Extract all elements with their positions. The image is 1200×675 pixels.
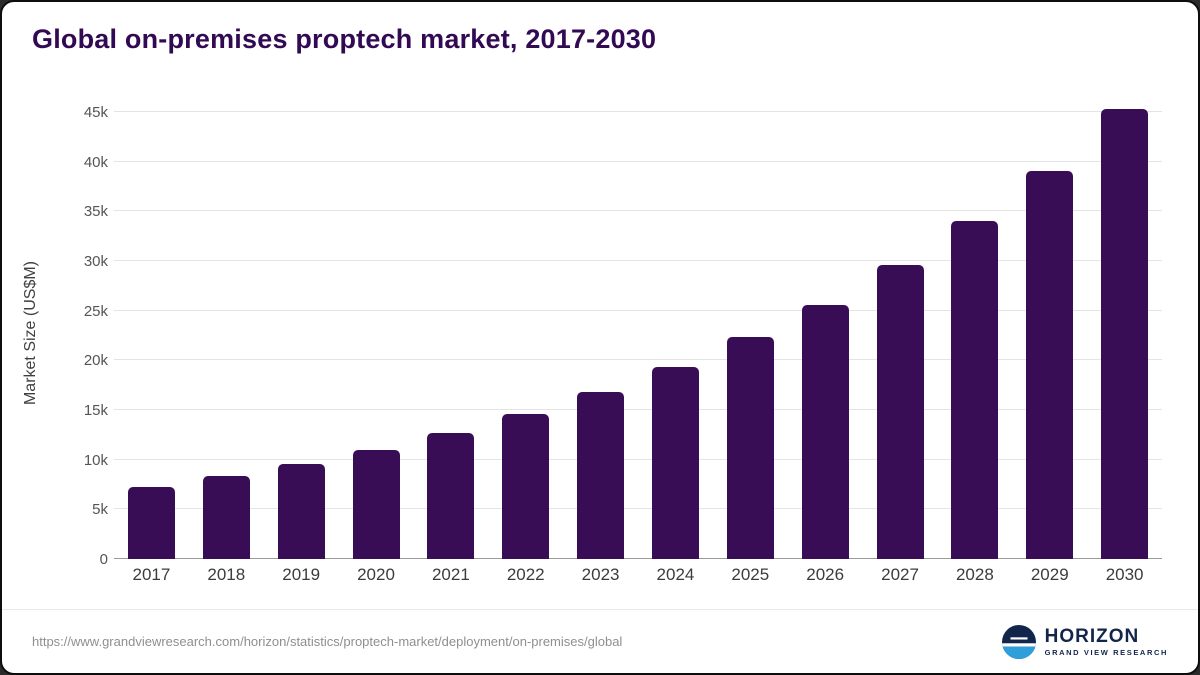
bar-slot-2026 bbox=[788, 102, 863, 559]
bar-slot-2019 bbox=[264, 102, 339, 559]
brand-subtitle: GRAND VIEW RESEARCH bbox=[1044, 647, 1168, 657]
gridline-45k bbox=[114, 110, 1162, 112]
bar-slot-2027 bbox=[863, 102, 938, 559]
bar-slot-2025 bbox=[713, 102, 788, 559]
bar-slot-2020 bbox=[339, 102, 414, 559]
bar-2026[interactable] bbox=[801, 304, 849, 559]
y-tick-label-25k: 25k bbox=[83, 302, 108, 320]
x-tick-label-2024: 2024 bbox=[656, 565, 695, 584]
bar-2018[interactable] bbox=[202, 475, 250, 559]
y-tick-label-5k: 5k bbox=[92, 501, 108, 519]
brand-text: HORIZON GRAND VIEW RESEARCH bbox=[1045, 627, 1168, 657]
gridline-0 bbox=[114, 558, 1162, 559]
bar-slot-2021 bbox=[413, 102, 488, 559]
x-tick-label-2023: 2023 bbox=[581, 565, 620, 584]
x-axis-labels: 2017 2018 2019 2020 2021 2022 2023 2024 2025 2026… bbox=[114, 565, 1162, 585]
y-axis-title: Market Size (US$M) bbox=[16, 107, 46, 559]
gridline-40k bbox=[114, 160, 1162, 162]
bar-slot-2030 bbox=[1087, 102, 1162, 559]
gridline-25k bbox=[114, 309, 1162, 311]
x-tick-label-2026: 2026 bbox=[806, 565, 845, 584]
y-tick-label-35k: 35k bbox=[83, 203, 108, 221]
gridline-20k bbox=[114, 359, 1162, 361]
bar-slot-2029 bbox=[1012, 102, 1087, 559]
gridline-10k bbox=[114, 458, 1162, 460]
bar-2028[interactable] bbox=[951, 221, 999, 559]
x-tick-label-2027: 2027 bbox=[881, 565, 919, 584]
bar-slot-2024 bbox=[638, 102, 713, 559]
bar-2023[interactable] bbox=[577, 392, 625, 559]
bar-2020[interactable] bbox=[352, 449, 400, 559]
x-tick-label-2020: 2020 bbox=[357, 565, 395, 584]
gridline-5k bbox=[114, 508, 1162, 510]
footer: https://www.grandviewresearch.com/horizo… bbox=[2, 609, 1198, 673]
bar-2027[interactable] bbox=[876, 264, 924, 559]
brand-name: HORIZON bbox=[1044, 625, 1140, 647]
bar-slot-2017 bbox=[114, 102, 189, 559]
bar-slot-2022 bbox=[488, 102, 563, 559]
horizon-logo-icon bbox=[1001, 624, 1036, 659]
x-tick-label-2028: 2028 bbox=[955, 565, 994, 584]
y-tick-label-30k: 30k bbox=[83, 252, 108, 270]
x-tick-label-2021: 2021 bbox=[431, 565, 470, 584]
bar-2025[interactable] bbox=[726, 337, 774, 559]
plot-area: 0 5k 10k 15k 20k 25k 30k 35k 40k 45k bbox=[84, 102, 1162, 568]
bar-slot-2023 bbox=[563, 102, 638, 559]
brand-logo: HORIZON GRAND VIEW RESEARCH bbox=[1001, 624, 1168, 659]
x-tick-label-2017: 2017 bbox=[132, 565, 171, 584]
x-tick-label-2019: 2019 bbox=[282, 565, 321, 584]
y-tick-label-40k: 40k bbox=[83, 153, 108, 171]
y-tick-label-45k: 45k bbox=[83, 103, 108, 121]
y-tick-label-15k: 15k bbox=[83, 401, 108, 419]
gridline-30k bbox=[114, 259, 1162, 261]
bar-2030[interactable] bbox=[1101, 108, 1149, 559]
gridline-15k bbox=[114, 408, 1162, 410]
bar-2017[interactable] bbox=[127, 487, 175, 559]
chart-title: Global on-premises proptech market, 2017… bbox=[32, 24, 657, 54]
y-tick-label-20k: 20k bbox=[83, 352, 108, 370]
x-tick-label-2025: 2025 bbox=[731, 565, 770, 584]
gridline-35k bbox=[114, 210, 1162, 212]
bar-2019[interactable] bbox=[277, 463, 325, 559]
source-url[interactable]: https://www.grandviewresearch.com/horizo… bbox=[32, 634, 623, 649]
bar-slot-2018 bbox=[189, 102, 264, 559]
x-tick-label-2022: 2022 bbox=[506, 565, 545, 584]
bar-2024[interactable] bbox=[651, 367, 699, 559]
bar-2021[interactable] bbox=[427, 432, 475, 559]
y-tick-label-0: 0 bbox=[99, 551, 108, 568]
bar-2022[interactable] bbox=[502, 413, 550, 559]
y-axis-title-text: Market Size (US$M) bbox=[22, 260, 39, 406]
x-tick-label-2030: 2030 bbox=[1105, 565, 1144, 584]
y-tick-label-10k: 10k bbox=[83, 451, 108, 469]
bar-series bbox=[114, 102, 1162, 559]
x-tick-label-2029: 2029 bbox=[1030, 565, 1069, 584]
bar-2029[interactable] bbox=[1026, 170, 1074, 559]
x-tick-label-2018: 2018 bbox=[207, 565, 246, 584]
bar-slot-2028 bbox=[937, 102, 1012, 559]
